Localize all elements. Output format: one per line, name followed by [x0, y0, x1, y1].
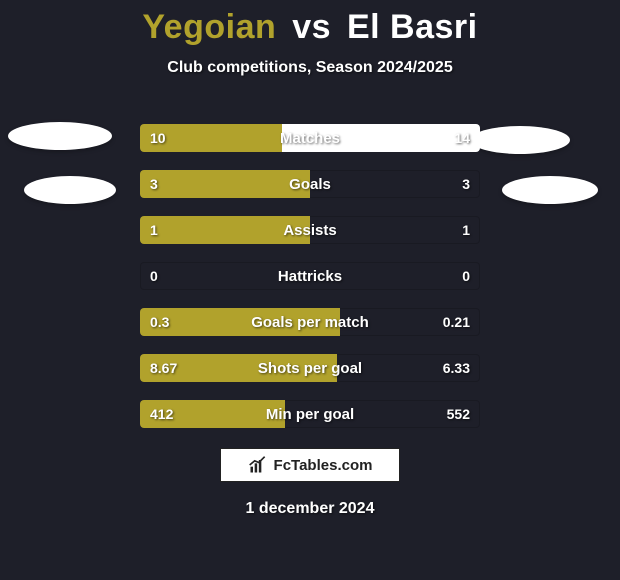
stat-label: Hattricks	[140, 262, 480, 290]
stat-row: 0 0Hattricks	[140, 262, 480, 290]
player-b-name: El Basri	[347, 8, 478, 46]
stat-bar-left	[140, 216, 310, 244]
stat-value-left: 0.3	[150, 308, 169, 336]
footer-date: 1 december 2024	[0, 500, 620, 518]
stat-value-left: 412	[150, 400, 173, 428]
player-a-name: Yegoian	[142, 8, 276, 46]
stat-value-left: 10	[150, 124, 166, 152]
stat-value-left: 0	[150, 262, 158, 290]
stat-bar-left	[140, 170, 310, 198]
stat-value-right: 3	[462, 170, 470, 198]
stat-value-left: 3	[150, 170, 158, 198]
watermark-text: FcTables.com	[274, 457, 373, 474]
stat-row: 1014Matches	[140, 124, 480, 152]
decorative-ellipse	[470, 126, 570, 154]
stat-row: 33Goals	[140, 170, 480, 198]
decorative-ellipse	[8, 122, 112, 150]
vs-text: vs	[292, 8, 331, 46]
stat-rows: 1014Matches33Goals11Assists00Hattricks0.…	[140, 124, 480, 446]
stat-value-right: 6.33	[443, 354, 470, 382]
stat-value-left: 8.67	[150, 354, 177, 382]
comparison-card: Yegoian vs El Basri Club competitions, S…	[0, 0, 620, 580]
stat-row: 11Assists	[140, 216, 480, 244]
decorative-ellipse	[24, 176, 116, 204]
chart-icon	[248, 455, 268, 475]
stat-bar-right	[282, 124, 480, 152]
stat-value-left: 1	[150, 216, 158, 244]
stat-row: 0.30.21Goals per match	[140, 308, 480, 336]
stat-bar-left	[140, 308, 340, 336]
watermark: FcTables.com	[220, 448, 400, 482]
stat-value-right: 14	[454, 124, 470, 152]
stat-value-right: 552	[447, 400, 470, 428]
stat-value-right: 1	[462, 216, 470, 244]
stat-row: 412552Min per goal	[140, 400, 480, 428]
stat-value-right: 0	[462, 262, 470, 290]
decorative-ellipse	[502, 176, 598, 204]
page-title: Yegoian vs El Basri	[0, 0, 620, 47]
stat-value-right: 0.21	[443, 308, 470, 336]
stat-row: 8.676.33Shots per goal	[140, 354, 480, 382]
subtitle: Club competitions, Season 2024/2025	[0, 59, 620, 77]
